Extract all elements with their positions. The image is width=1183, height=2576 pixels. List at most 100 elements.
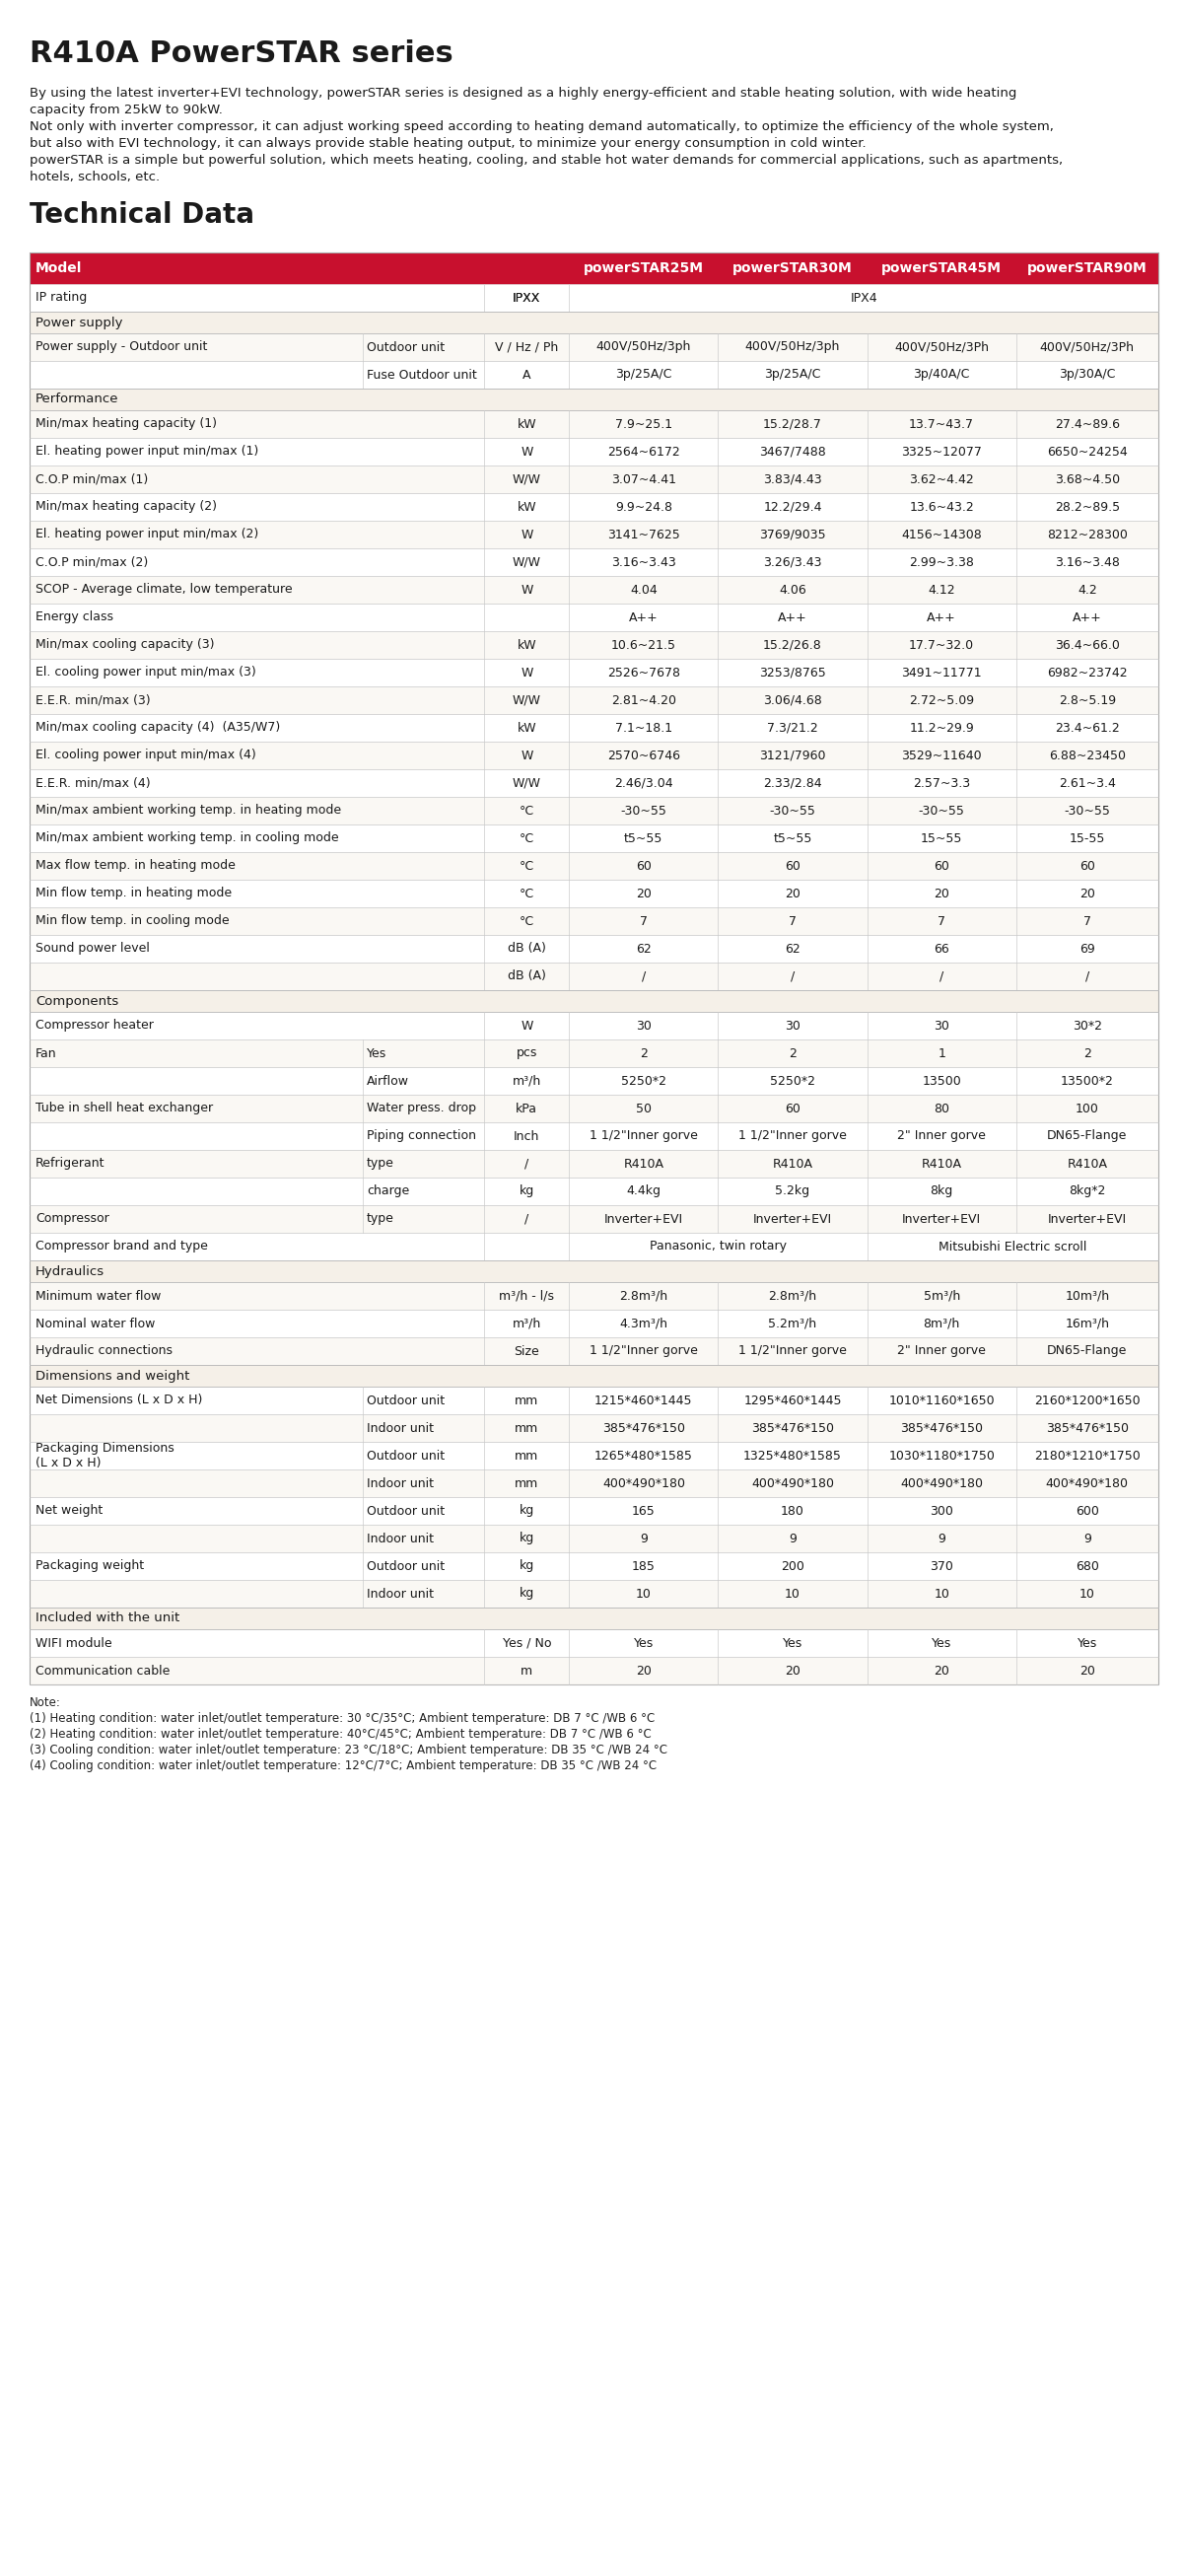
Text: 3.16~3.48: 3.16~3.48 <box>1055 556 1120 569</box>
Bar <box>30 312 1158 332</box>
Text: Min/max heating capacity (2): Min/max heating capacity (2) <box>35 500 216 513</box>
Text: 2.61~3.4: 2.61~3.4 <box>1059 775 1116 788</box>
Text: 20: 20 <box>1079 1664 1095 1677</box>
Text: 300: 300 <box>930 1504 953 1517</box>
Text: -30~55: -30~55 <box>1065 804 1111 817</box>
Text: 10: 10 <box>933 1587 950 1600</box>
Text: Indoor unit: Indoor unit <box>367 1587 433 1600</box>
Text: 23.4~61.2: 23.4~61.2 <box>1055 721 1119 734</box>
Bar <box>30 1260 1158 1283</box>
Text: Water press. drop: Water press. drop <box>367 1103 476 1115</box>
Text: powerSTAR90M: powerSTAR90M <box>1027 260 1148 276</box>
Text: 2: 2 <box>640 1046 647 1059</box>
Text: mm: mm <box>515 1450 538 1463</box>
Text: 3.16~3.43: 3.16~3.43 <box>612 556 675 569</box>
Text: W: W <box>521 667 532 680</box>
Text: 20: 20 <box>1079 886 1095 899</box>
Text: W/W: W/W <box>512 474 541 487</box>
Text: A: A <box>523 368 531 381</box>
Bar <box>30 361 1158 389</box>
Text: Yes / No: Yes / No <box>503 1636 551 1649</box>
Text: 3.26/3.43: 3.26/3.43 <box>763 556 822 569</box>
Text: Packaging Dimensions
(L x D x H): Packaging Dimensions (L x D x H) <box>35 1443 174 1468</box>
Text: Dimensions and weight: Dimensions and weight <box>35 1370 189 1383</box>
Text: 6650~24254: 6650~24254 <box>1047 446 1127 459</box>
Bar <box>30 438 1158 466</box>
Bar <box>30 466 1158 492</box>
Text: Indoor unit: Indoor unit <box>367 1422 433 1435</box>
Text: 200: 200 <box>781 1558 804 1571</box>
Text: 385*476*150: 385*476*150 <box>602 1422 685 1435</box>
Bar <box>30 770 1158 796</box>
Text: hotels, schools, etc.: hotels, schools, etc. <box>30 170 160 183</box>
Bar <box>30 1066 1158 1095</box>
Text: 50: 50 <box>635 1103 652 1115</box>
Text: (3) Cooling condition: water inlet/outlet temperature: 23 °C/18°C; Ambient tempe: (3) Cooling condition: water inlet/outle… <box>30 1744 667 1757</box>
Text: Max flow temp. in heating mode: Max flow temp. in heating mode <box>35 860 235 873</box>
Bar <box>30 1607 1158 1628</box>
Text: 60: 60 <box>784 1103 801 1115</box>
Text: DN65-Flange: DN65-Flange <box>1047 1131 1127 1144</box>
Text: Min/max ambient working temp. in cooling mode: Min/max ambient working temp. in cooling… <box>35 832 338 845</box>
Text: 66: 66 <box>933 943 950 956</box>
Text: 30: 30 <box>933 1020 950 1033</box>
Text: 1 1/2"Inner gorve: 1 1/2"Inner gorve <box>589 1131 698 1144</box>
Text: 3.83/4.43: 3.83/4.43 <box>763 474 822 487</box>
Text: 2.57~3.3: 2.57~3.3 <box>913 775 970 788</box>
Text: W/W: W/W <box>512 693 541 706</box>
Text: W: W <box>521 582 532 595</box>
Text: 1 1/2"Inner gorve: 1 1/2"Inner gorve <box>589 1345 698 1358</box>
Text: A++: A++ <box>927 611 956 623</box>
Text: 2160*1200*1650: 2160*1200*1650 <box>1034 1394 1140 1406</box>
Text: 3253/8765: 3253/8765 <box>759 667 826 680</box>
Text: t5~55: t5~55 <box>625 832 662 845</box>
Text: °C: °C <box>519 804 535 817</box>
Text: 28.2~89.5: 28.2~89.5 <box>1055 500 1120 513</box>
Text: /: / <box>939 971 944 984</box>
Text: -30~55: -30~55 <box>769 804 816 817</box>
Bar <box>30 1579 1158 1607</box>
Text: Note:: Note: <box>30 1695 62 1708</box>
Text: Energy class: Energy class <box>35 611 114 623</box>
Bar <box>30 853 1158 881</box>
Text: Mitsubishi Electric scroll: Mitsubishi Electric scroll <box>938 1239 1087 1252</box>
Text: 400V/50Hz/3ph: 400V/50Hz/3ph <box>596 340 691 353</box>
Text: Piping connection: Piping connection <box>367 1131 476 1144</box>
Bar <box>30 577 1158 603</box>
Text: 10: 10 <box>1079 1587 1095 1600</box>
Text: 385*476*150: 385*476*150 <box>900 1422 983 1435</box>
Text: kg: kg <box>519 1533 535 1546</box>
Text: 2: 2 <box>1084 1046 1091 1059</box>
Text: 30: 30 <box>635 1020 652 1033</box>
Text: 3.06/4.68: 3.06/4.68 <box>763 693 822 706</box>
Text: 400V/50Hz/3Ph: 400V/50Hz/3Ph <box>1040 340 1134 353</box>
Text: 15.2/26.8: 15.2/26.8 <box>763 639 822 652</box>
Text: 2570~6746: 2570~6746 <box>607 750 680 762</box>
Bar <box>30 796 1158 824</box>
Text: 60: 60 <box>933 860 950 873</box>
Text: Inverter+EVI: Inverter+EVI <box>1048 1213 1126 1226</box>
Text: Outdoor unit: Outdoor unit <box>367 1504 445 1517</box>
Text: /: / <box>1085 971 1090 984</box>
Bar <box>30 1149 1158 1177</box>
Text: 3325~12077: 3325~12077 <box>901 446 982 459</box>
Bar <box>30 714 1158 742</box>
Bar <box>30 1095 1158 1123</box>
Text: mm: mm <box>515 1394 538 1406</box>
Text: pcs: pcs <box>516 1046 537 1059</box>
Text: 8kg: 8kg <box>930 1185 953 1198</box>
Text: 30: 30 <box>784 1020 801 1033</box>
Text: 5m³/h: 5m³/h <box>923 1291 959 1303</box>
Text: 4.12: 4.12 <box>927 582 955 595</box>
Bar <box>30 283 1158 312</box>
Text: 2: 2 <box>789 1046 796 1059</box>
Text: 400V/50Hz/3Ph: 400V/50Hz/3Ph <box>894 340 989 353</box>
Bar <box>30 1309 1158 1337</box>
Text: 7: 7 <box>938 914 945 927</box>
Text: 2180*1210*1750: 2180*1210*1750 <box>1034 1450 1140 1463</box>
Text: IPX4: IPX4 <box>851 291 878 304</box>
Bar <box>30 252 1158 1685</box>
Text: 3529~11640: 3529~11640 <box>901 750 982 762</box>
Bar <box>30 685 1158 714</box>
Text: kg: kg <box>519 1558 535 1571</box>
